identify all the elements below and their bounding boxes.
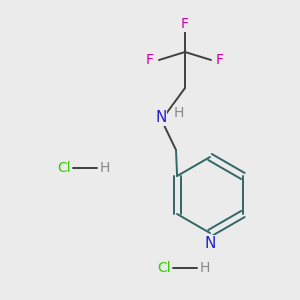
Text: F: F xyxy=(181,17,189,31)
Text: N: N xyxy=(155,110,167,125)
Text: H: H xyxy=(174,106,184,120)
Text: H: H xyxy=(200,261,210,275)
Text: H: H xyxy=(100,161,110,175)
Text: F: F xyxy=(216,53,224,67)
Text: N: N xyxy=(204,236,216,251)
Text: Cl: Cl xyxy=(157,261,171,275)
Text: F: F xyxy=(146,53,154,67)
Text: Cl: Cl xyxy=(57,161,71,175)
